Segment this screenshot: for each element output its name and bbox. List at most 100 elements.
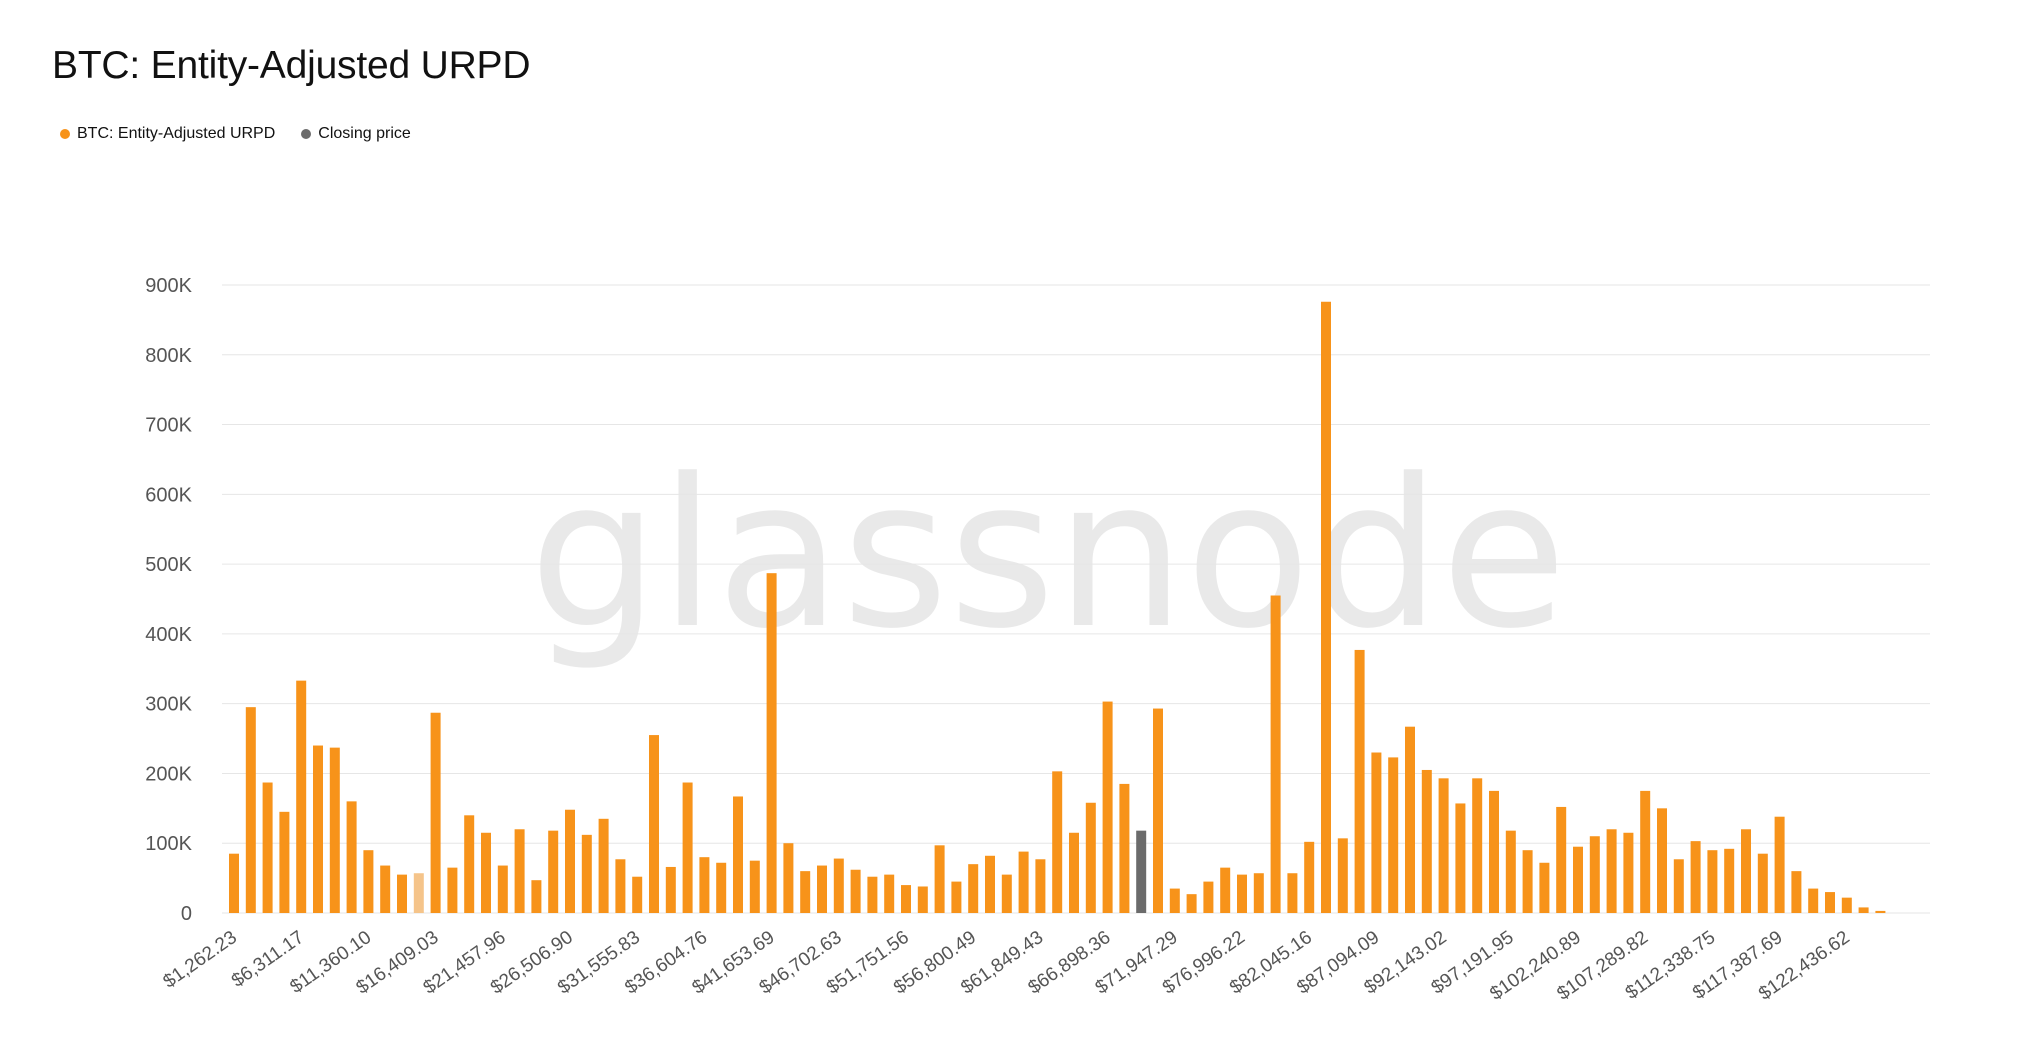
urpd-bar[interactable] <box>951 881 962 913</box>
urpd-bar[interactable] <box>413 873 424 913</box>
urpd-bar[interactable] <box>1606 829 1617 913</box>
urpd-bar[interactable] <box>817 865 827 913</box>
urpd-bar[interactable] <box>1220 867 1231 913</box>
urpd-bar[interactable] <box>313 745 323 913</box>
legend-item-urpd[interactable]: BTC: Entity-Adjusted URPD <box>60 125 275 143</box>
urpd-bar[interactable] <box>447 867 458 913</box>
urpd-bar[interactable] <box>783 843 794 913</box>
urpd-bar[interactable] <box>1085 802 1096 913</box>
urpd-bar[interactable] <box>649 735 659 913</box>
urpd-bar[interactable] <box>1741 829 1751 913</box>
urpd-bar[interactable] <box>1169 888 1180 913</box>
urpd-bar[interactable] <box>1287 873 1298 913</box>
urpd-bar[interactable] <box>363 850 374 913</box>
urpd-bar[interactable] <box>1304 841 1315 913</box>
urpd-bar[interactable] <box>430 712 441 913</box>
urpd-bar[interactable] <box>380 865 391 913</box>
urpd-bar[interactable] <box>329 747 340 913</box>
closing-price-bar[interactable] <box>1136 830 1147 913</box>
urpd-bar[interactable] <box>1505 830 1516 913</box>
urpd-bar[interactable] <box>884 874 895 913</box>
urpd-bar[interactable] <box>867 876 878 913</box>
urpd-bar[interactable] <box>833 858 844 913</box>
urpd-bar[interactable] <box>1539 862 1550 913</box>
urpd-bar[interactable] <box>1657 808 1667 913</box>
urpd-bar[interactable] <box>1237 874 1247 913</box>
urpd-bar[interactable] <box>1522 850 1533 913</box>
urpd-bar[interactable] <box>581 834 592 913</box>
urpd-bar[interactable] <box>1270 595 1281 913</box>
urpd-bar[interactable] <box>1337 838 1348 913</box>
urpd-bar[interactable] <box>346 801 357 913</box>
urpd-bar[interactable] <box>1354 649 1365 913</box>
urpd-bar[interactable] <box>397 874 407 913</box>
urpd-bar[interactable] <box>548 830 559 913</box>
urpd-bar[interactable] <box>1405 726 1415 913</box>
urpd-bar[interactable] <box>1825 892 1835 913</box>
urpd-bar[interactable] <box>1640 790 1651 913</box>
urpd-bar[interactable] <box>1119 783 1130 913</box>
urpd-bar[interactable] <box>1623 832 1634 913</box>
urpd-bar[interactable] <box>733 796 743 913</box>
urpd-bar[interactable] <box>1069 832 1079 913</box>
urpd-bar[interactable] <box>1556 806 1567 913</box>
urpd-bar[interactable] <box>1841 897 1852 913</box>
urpd-bar[interactable] <box>1472 778 1483 913</box>
urpd-bar[interactable] <box>1791 871 1802 913</box>
urpd-bar[interactable] <box>1035 859 1046 913</box>
urpd-bar[interactable] <box>1018 851 1029 913</box>
urpd-bar[interactable] <box>598 818 609 913</box>
urpd-bar[interactable] <box>682 782 693 913</box>
urpd-bar[interactable] <box>1455 803 1466 913</box>
urpd-bar[interactable] <box>749 860 760 913</box>
urpd-bar[interactable] <box>1589 836 1600 913</box>
urpd-bar[interactable] <box>464 815 475 913</box>
urpd-bar[interactable] <box>1757 853 1768 913</box>
urpd-bar[interactable] <box>1321 301 1331 913</box>
urpd-bar[interactable] <box>1438 778 1449 913</box>
urpd-bar[interactable] <box>1371 752 1382 913</box>
urpd-bar[interactable] <box>699 857 710 913</box>
urpd-bar[interactable] <box>279 811 290 913</box>
urpd-bar[interactable] <box>1203 881 1214 913</box>
urpd-bar[interactable] <box>850 869 861 913</box>
urpd-bar[interactable] <box>1673 859 1684 913</box>
urpd-bar[interactable] <box>1690 841 1701 913</box>
urpd-bar[interactable] <box>985 855 995 913</box>
urpd-bar[interactable] <box>1489 790 1499 913</box>
urpd-bar[interactable] <box>1421 769 1432 913</box>
urpd-bar[interactable] <box>481 832 491 913</box>
urpd-bar[interactable] <box>1774 816 1785 913</box>
urpd-bar[interactable] <box>917 886 928 913</box>
urpd-bar[interactable] <box>1724 848 1735 913</box>
urpd-bar[interactable] <box>1388 757 1399 913</box>
urpd-bar[interactable] <box>1186 894 1197 913</box>
urpd-bar[interactable] <box>1707 850 1718 913</box>
urpd-bar[interactable] <box>1875 910 1886 913</box>
urpd-bar[interactable] <box>1001 874 1012 913</box>
urpd-bar[interactable] <box>968 864 979 913</box>
urpd-bar[interactable] <box>531 880 542 913</box>
urpd-bar[interactable] <box>1573 846 1583 913</box>
urpd-bar[interactable] <box>1153 708 1163 913</box>
urpd-bar[interactable] <box>901 885 911 913</box>
urpd-bar[interactable] <box>245 707 256 913</box>
legend-item-closing-price[interactable]: Closing price <box>301 125 411 143</box>
urpd-bar[interactable] <box>716 862 727 913</box>
urpd-bar[interactable] <box>1052 771 1063 913</box>
urpd-bar[interactable] <box>1253 873 1264 913</box>
urpd-bar[interactable] <box>262 782 273 913</box>
urpd-bar[interactable] <box>229 853 239 913</box>
urpd-bar[interactable] <box>514 829 525 913</box>
urpd-bar[interactable] <box>497 865 508 913</box>
urpd-bar[interactable] <box>296 680 307 913</box>
urpd-bar[interactable] <box>565 809 575 913</box>
urpd-bar[interactable] <box>766 573 777 913</box>
urpd-bar[interactable] <box>1808 888 1819 913</box>
urpd-bar[interactable] <box>800 871 811 913</box>
urpd-bar[interactable] <box>665 866 676 913</box>
urpd-bar[interactable] <box>632 876 643 913</box>
urpd-bar[interactable] <box>1102 701 1113 913</box>
urpd-bar[interactable] <box>934 845 945 913</box>
urpd-bar[interactable] <box>615 859 626 913</box>
